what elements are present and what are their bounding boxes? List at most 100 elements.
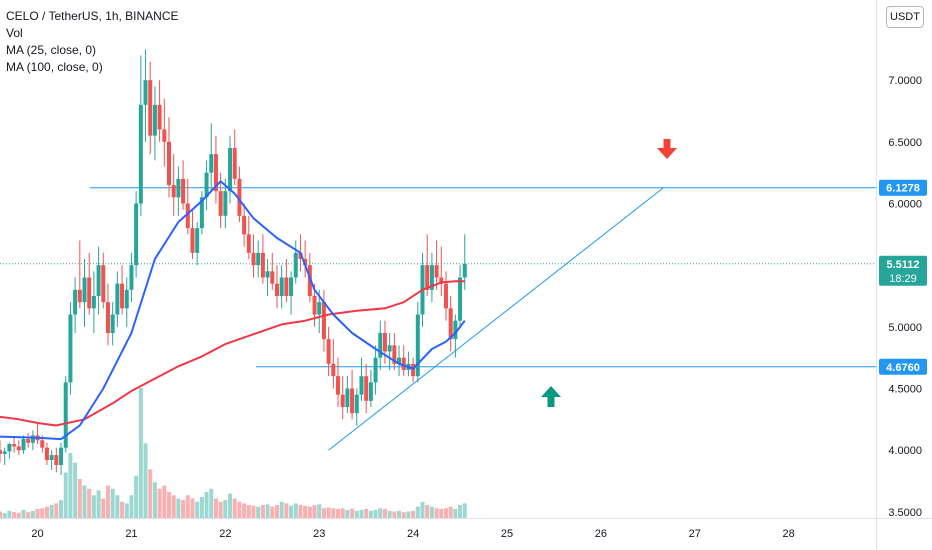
candle-body xyxy=(354,394,359,414)
volume-bar xyxy=(392,511,397,518)
last-price-tag xyxy=(879,255,927,286)
volume-bar xyxy=(359,509,364,518)
currency-button[interactable]: USDT xyxy=(886,6,924,28)
candle-body xyxy=(167,141,172,185)
candle-body xyxy=(458,277,463,321)
volume-bar xyxy=(439,508,444,518)
volume-bar xyxy=(68,453,73,518)
volume-bar xyxy=(270,506,275,518)
candle-body xyxy=(143,80,148,105)
volume-bar xyxy=(63,472,68,518)
sell-arrow-icon xyxy=(657,139,677,159)
candle-body xyxy=(134,203,139,266)
candle-body xyxy=(439,277,444,284)
volume-bar xyxy=(44,506,49,518)
candle-body xyxy=(392,345,397,364)
volume-bar xyxy=(448,506,453,518)
candle-body xyxy=(101,265,106,303)
volume-bar xyxy=(120,501,125,518)
candle-body xyxy=(256,252,261,266)
candle-body xyxy=(401,357,406,370)
volume-bar xyxy=(425,505,430,518)
volume-bar xyxy=(209,488,214,518)
time-tick-label: 22 xyxy=(219,528,231,540)
ma100-indicator-label[interactable]: MA (100, close, 0) xyxy=(6,60,103,74)
price-tick-label: 7.0000 xyxy=(888,75,922,87)
candle-body xyxy=(68,314,73,383)
candle-body xyxy=(171,185,176,198)
candle-body xyxy=(321,302,326,340)
volume-bar xyxy=(223,500,228,518)
volume-indicator-label[interactable]: Vol xyxy=(6,26,23,40)
candle-body xyxy=(373,357,378,383)
candle-body xyxy=(223,191,228,216)
time-tick-label: 27 xyxy=(689,528,701,540)
volume-bar xyxy=(331,508,336,518)
candle-body xyxy=(429,265,434,290)
candle-body xyxy=(82,277,87,303)
candle-body xyxy=(87,277,92,309)
candle-body xyxy=(350,388,355,414)
volume-bar xyxy=(265,504,270,518)
volume-bar xyxy=(274,505,279,518)
candle-body xyxy=(443,283,448,309)
candle-body xyxy=(185,203,190,229)
candle-body xyxy=(303,259,308,266)
candle-body xyxy=(368,382,373,401)
volume-bar xyxy=(16,512,21,518)
volume-bar xyxy=(73,462,78,518)
candle-body xyxy=(49,455,54,461)
candle-body xyxy=(162,129,167,142)
candle-body xyxy=(345,388,350,407)
volume-bar xyxy=(87,488,92,518)
volume-bar xyxy=(246,505,251,518)
volume-bar xyxy=(129,495,134,518)
candle-body xyxy=(411,363,416,377)
volume-bar xyxy=(415,506,420,518)
volume-bar xyxy=(345,509,350,518)
volume-bar xyxy=(289,505,294,518)
volume-bar xyxy=(190,498,195,518)
volume-bar xyxy=(378,508,383,518)
time-tick-label: 20 xyxy=(31,528,43,540)
candle-body xyxy=(105,302,110,333)
level-price-tag[interactable] xyxy=(879,358,927,375)
volume-bar xyxy=(21,509,26,518)
candle-body xyxy=(448,308,453,340)
candle-body xyxy=(237,178,242,216)
volume-bar xyxy=(185,495,190,518)
candle-body xyxy=(181,178,186,204)
ma25-indicator-label[interactable]: MA (25, close, 0) xyxy=(6,43,97,57)
level-price-tag[interactable] xyxy=(879,179,927,196)
volume-bar xyxy=(429,506,434,518)
candle-body xyxy=(157,104,162,130)
candle-body xyxy=(129,265,134,290)
volume-bar xyxy=(143,443,148,518)
candle-body xyxy=(190,228,195,253)
candle-body xyxy=(340,394,345,407)
volume-bar xyxy=(326,507,331,518)
volume-bar xyxy=(35,508,40,518)
time-tick-label: 21 xyxy=(125,528,137,540)
candle-body xyxy=(44,447,49,461)
volume-bar xyxy=(181,500,186,518)
volume-bar xyxy=(199,496,204,518)
volume-bar xyxy=(397,510,402,518)
volume-bar xyxy=(157,488,162,518)
candle-body xyxy=(0,450,2,454)
trendline[interactable] xyxy=(328,187,665,451)
candle-body xyxy=(77,289,82,303)
volume-bar xyxy=(134,475,139,518)
candle-body xyxy=(199,197,204,229)
volume-bar xyxy=(152,482,157,518)
price-tick-label: 4.5000 xyxy=(888,384,922,396)
volume-bar xyxy=(91,495,96,518)
candle-body xyxy=(279,277,284,296)
candle-body xyxy=(2,451,7,454)
volume-bar xyxy=(298,505,303,518)
ma100-line xyxy=(0,280,465,427)
candle-body xyxy=(21,439,26,451)
candle-body xyxy=(59,447,64,465)
